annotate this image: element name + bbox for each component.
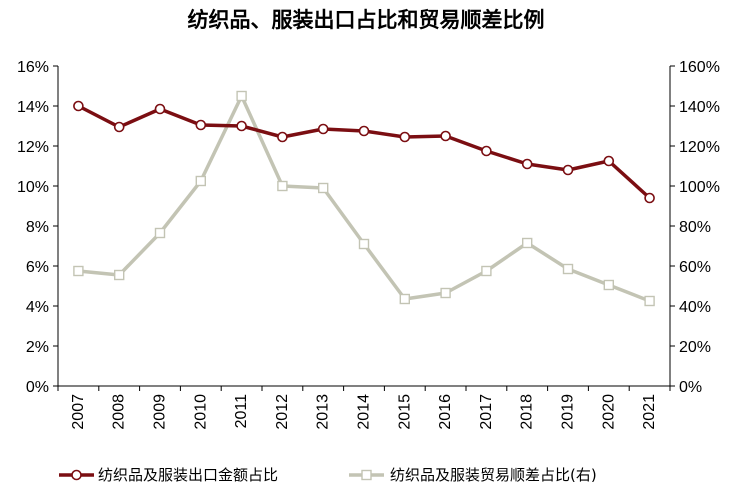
- data-point-export-share: [358, 125, 370, 137]
- data-point-export-share: [644, 192, 655, 204]
- data-point-export-share: [481, 145, 492, 157]
- x-tick-label: 2016: [437, 394, 454, 430]
- x-tick-label: 2017: [478, 394, 495, 430]
- right-tick-label: 20%: [679, 339, 711, 356]
- right-tick-label: 40%: [679, 299, 711, 316]
- x-tick-label: 2008: [111, 394, 128, 430]
- series-line-export-share: [77, 104, 651, 200]
- x-tick-label: 2012: [274, 394, 291, 430]
- x-tick-label: 2009: [152, 394, 169, 430]
- left-tick-label: 4%: [26, 299, 49, 316]
- left-tick-label: 8%: [26, 219, 49, 236]
- left-tick-label: 14%: [17, 99, 49, 116]
- data-point-trade-surplus: [358, 238, 370, 250]
- data-point-export-share: [317, 123, 329, 135]
- x-tick-label: 2013: [315, 394, 332, 430]
- data-point-export-share: [73, 100, 84, 112]
- data-point-export-share: [521, 158, 533, 170]
- x-tick-label: 2011: [233, 394, 250, 429]
- x-tick-label: 2015: [396, 394, 413, 430]
- legend-marker-export-share: [71, 469, 82, 481]
- left-tick-label: 2%: [26, 339, 49, 356]
- left-tick-label: 10%: [17, 179, 49, 196]
- right-tick-label: 140%: [679, 99, 720, 116]
- data-point-trade-surplus: [522, 237, 533, 249]
- right-tick-label: 120%: [679, 139, 720, 156]
- data-point-trade-surplus: [236, 90, 247, 102]
- x-tick-label: 2007: [70, 394, 87, 430]
- left-tick-label: 12%: [17, 139, 49, 156]
- data-point-trade-surplus: [154, 227, 166, 239]
- legend: 纺织品及服装出口金额占比 纺织品及服装贸易顺差占比(右): [59, 466, 597, 484]
- data-point-export-share: [562, 164, 574, 176]
- left-tick-label: 0%: [26, 379, 49, 396]
- legend-label-export-share: 纺织品及服装出口金额占比: [98, 466, 278, 484]
- left-tick-label: 6%: [26, 259, 49, 276]
- right-tick-label: 60%: [679, 259, 711, 276]
- data-point-trade-surplus: [562, 263, 574, 275]
- right-tick-label: 160%: [679, 59, 720, 76]
- x-tick-label: 2020: [600, 394, 617, 430]
- data-point-trade-surplus: [277, 180, 288, 192]
- x-tick-label: 2019: [560, 394, 577, 430]
- series-lines-group: [73, 90, 655, 307]
- data-point-trade-surplus: [440, 287, 451, 299]
- left-tick-label: 16%: [17, 59, 49, 76]
- data-point-trade-surplus: [399, 293, 410, 305]
- axes-group: 0% 2% 4% 6% 8% 10% 12% 14% 16% 0% 20% 40% 60% 80% 100%…: [17, 59, 720, 430]
- x-tick-label: 2021: [641, 394, 658, 430]
- data-point-trade-surplus: [73, 265, 84, 277]
- x-tick-label: 2010: [192, 394, 209, 430]
- data-point-trade-surplus: [113, 269, 125, 281]
- right-tick-label: 0%: [679, 379, 702, 396]
- legend-label-trade-surplus: 纺织品及服装贸易顺差占比(右): [390, 466, 597, 484]
- data-point-trade-surplus: [318, 182, 329, 194]
- data-point-export-share: [195, 119, 207, 131]
- data-point-trade-surplus: [603, 279, 614, 291]
- chart-title: 纺织品、服装出口占比和贸易顺差比例: [187, 8, 545, 32]
- data-point-export-share: [399, 131, 411, 143]
- data-point-export-share: [236, 120, 247, 132]
- data-point-export-share: [603, 155, 615, 167]
- x-tick-label: 2018: [519, 394, 536, 430]
- data-point-export-share: [277, 131, 288, 143]
- data-point-trade-surplus: [644, 295, 655, 307]
- x-tick-label: 2014: [356, 394, 373, 430]
- data-point-trade-surplus: [195, 175, 207, 187]
- legend-marker-trade-surplus: [361, 469, 372, 481]
- right-tick-label: 80%: [679, 219, 711, 236]
- right-tick-label: 100%: [679, 179, 720, 196]
- data-point-export-share: [113, 121, 125, 133]
- data-point-trade-surplus: [481, 265, 492, 277]
- data-point-export-share: [440, 130, 451, 142]
- data-point-export-share: [154, 103, 166, 115]
